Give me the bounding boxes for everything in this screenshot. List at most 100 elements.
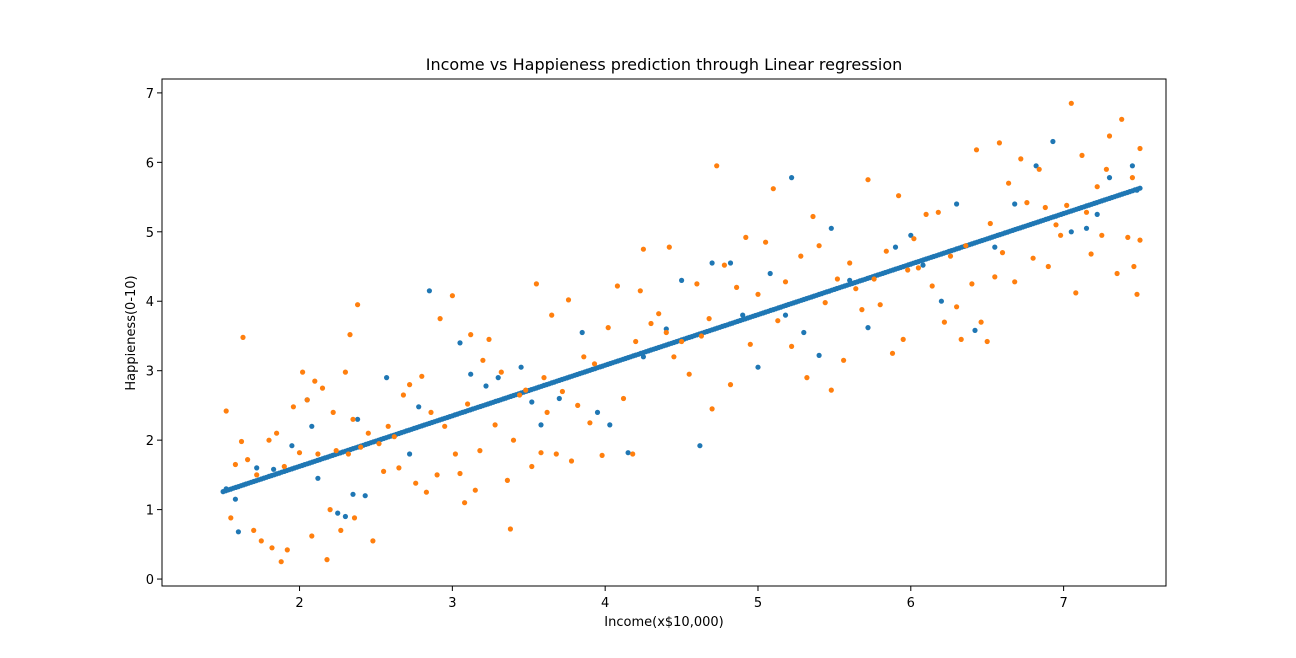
orange-data-point <box>385 423 391 429</box>
orange-data-point <box>637 288 643 294</box>
orange-data-point <box>510 437 517 443</box>
orange-data-point <box>559 388 566 395</box>
orange-data-point <box>381 468 387 474</box>
blue-data-point <box>954 201 960 207</box>
blue-data-point <box>938 298 945 304</box>
blue-data-point <box>727 260 734 266</box>
blue-data-point <box>782 312 789 318</box>
orange-data-point <box>698 333 705 339</box>
orange-data-point <box>663 329 669 336</box>
orange-data-point <box>355 302 361 308</box>
orange-data-point <box>1088 251 1094 257</box>
orange-data-point <box>1036 166 1042 172</box>
x-tick-label: 7 <box>1059 596 1067 611</box>
orange-data-point <box>709 406 715 412</box>
orange-data-point <box>365 430 371 436</box>
blue-data-point <box>235 529 241 535</box>
orange-data-point <box>671 354 677 360</box>
blue-data-point <box>920 262 926 268</box>
orange-data-point <box>541 375 547 381</box>
blue-data-point <box>1012 201 1018 207</box>
y-tick-label: 4 <box>146 295 154 310</box>
blue-data-point <box>1129 163 1135 169</box>
orange-data-point <box>232 461 238 468</box>
orange-data-point <box>254 472 260 478</box>
orange-data-point <box>1119 116 1125 122</box>
orange-data-point <box>958 336 964 342</box>
orange-data-point <box>798 253 804 259</box>
orange-data-point <box>666 244 672 250</box>
orange-data-point <box>973 147 980 153</box>
orange-data-point <box>351 515 358 521</box>
blue-data-point <box>579 329 585 336</box>
x-axis-label: Income(x$10,000) <box>604 615 723 630</box>
orange-data-point <box>640 246 647 252</box>
orange-data-point <box>492 422 498 428</box>
orange-data-point <box>472 487 478 493</box>
orange-data-point <box>400 392 406 398</box>
plot-frame <box>161 78 1167 587</box>
orange-data-point <box>1103 166 1109 172</box>
orange-data-point <box>1137 145 1143 152</box>
orange-data-point <box>290 404 296 410</box>
orange-data-point <box>1064 202 1070 208</box>
orange-data-point <box>1094 184 1100 190</box>
blue-data-point <box>1033 163 1039 169</box>
blue-data-point <box>594 409 601 415</box>
orange-data-point <box>1131 263 1137 270</box>
orange-data-point <box>889 350 896 356</box>
blue-data-point <box>362 493 368 499</box>
blue-data-point <box>254 465 260 471</box>
blue-data-point <box>1050 138 1056 145</box>
y-tick-label: 5 <box>146 226 154 241</box>
orange-data-point <box>480 357 486 363</box>
y-tick-label: 6 <box>146 156 154 171</box>
blue-data-point <box>865 325 871 331</box>
blue-data-point <box>607 422 613 428</box>
orange-data-point <box>859 307 865 313</box>
orange-data-point <box>462 500 468 506</box>
orange-data-point <box>1058 232 1064 238</box>
orange-data-point <box>1083 209 1090 215</box>
blue-data-point <box>789 175 795 181</box>
orange-data-point <box>575 402 581 408</box>
orange-data-point <box>706 316 712 322</box>
orange-data-point <box>269 545 275 551</box>
blue-data-point <box>407 451 413 457</box>
orange-data-point <box>984 338 990 345</box>
orange-data-point <box>330 409 336 415</box>
blue-data-point <box>767 270 773 277</box>
x-tick-label: 2 <box>295 596 303 611</box>
blue-data-point <box>342 513 348 520</box>
orange-data-point <box>407 382 413 388</box>
orange-data-point <box>905 267 911 273</box>
orange-data-point <box>923 211 929 217</box>
blue-data-point <box>518 364 524 370</box>
orange-data-point <box>437 316 443 322</box>
orange-data-point <box>300 369 306 375</box>
blue-data-point <box>740 312 746 318</box>
blue-data-point <box>908 232 914 238</box>
orange-data-point <box>504 477 510 483</box>
blue-data-point <box>355 416 361 422</box>
orange-data-point <box>423 489 429 495</box>
y-tick-label: 3 <box>146 365 154 380</box>
blue-data-point <box>315 475 321 481</box>
orange-data-point <box>755 291 761 297</box>
orange-data-point <box>999 250 1006 256</box>
orange-data-point <box>1134 291 1140 297</box>
orange-data-point <box>419 373 425 379</box>
blue-data-point <box>697 443 703 449</box>
orange-data-point <box>296 450 303 456</box>
x-tick-label: 6 <box>907 596 915 611</box>
orange-data-point <box>533 281 540 287</box>
orange-data-point <box>240 334 246 340</box>
orange-data-point <box>935 209 941 215</box>
orange-data-point <box>228 515 234 521</box>
orange-data-point <box>284 547 290 553</box>
blue-data-point <box>335 510 341 516</box>
blue-data-point <box>529 399 535 405</box>
blue-data-point <box>1083 225 1090 231</box>
orange-data-point <box>319 385 326 391</box>
